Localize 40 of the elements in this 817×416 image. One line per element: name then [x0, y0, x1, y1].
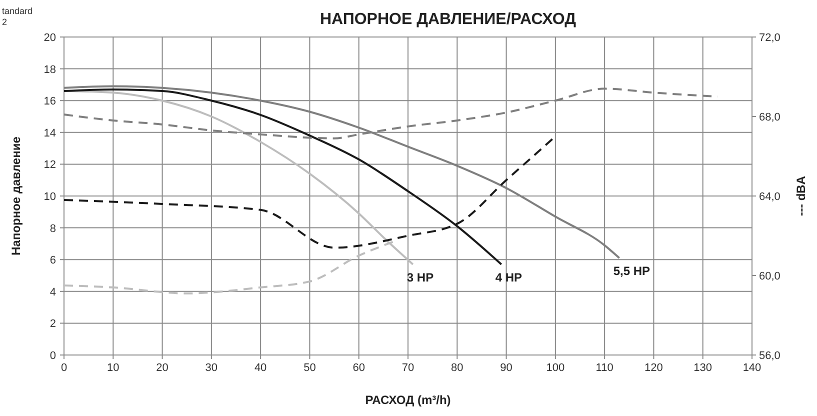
x-tick-label: 50 — [304, 362, 316, 374]
x-tick-label: 30 — [205, 362, 218, 374]
y-tick-label: 18 — [44, 64, 56, 76]
x-tick-label: 140 — [742, 362, 762, 374]
x-tick-label: 10 — [107, 362, 120, 374]
y-tick-label: 12 — [44, 159, 56, 172]
x-tick-label: 20 — [156, 362, 168, 374]
x-tick-label: 80 — [451, 362, 464, 374]
y-tick-label: 8 — [50, 222, 56, 235]
x-tick-label: 100 — [546, 362, 565, 374]
x-tick-label: 60 — [352, 362, 365, 374]
y-tick-label: 2 — [50, 318, 56, 330]
y-tick-label: 6 — [50, 254, 56, 267]
series-label: 4 HP — [495, 270, 522, 284]
y-tick-label: 14 — [44, 127, 56, 140]
y-tick-label: 20 — [44, 32, 56, 44]
y-tick-label: 10 — [44, 191, 56, 203]
x-axis-title: РАСХОД (m³/h) — [365, 393, 451, 407]
series-label: 5,5 HP — [613, 264, 650, 278]
y-axis-title: Напорное давление — [9, 136, 23, 256]
y2-tick-label: 60,0 — [759, 270, 780, 282]
text: 2 — [2, 17, 8, 27]
y2-tick-label: 56,0 — [759, 350, 780, 362]
x-tick-label: 90 — [500, 362, 512, 374]
y-tick-label: 0 — [50, 350, 56, 362]
chart-title: НАПОРНОЕ ДАВЛЕНИЕ/РАСХОД — [320, 11, 577, 28]
series-label: 3 HP — [406, 270, 434, 284]
y2-tick-label: 68,0 — [759, 112, 780, 124]
x-tick-label: 70 — [402, 362, 414, 374]
y-tick-label: 4 — [50, 286, 56, 298]
x-tick-label: 0 — [60, 362, 68, 374]
y2-tick-label: 64,0 — [759, 191, 780, 203]
x-tick-label: 130 — [694, 362, 712, 374]
x-tick-label: 120 — [644, 362, 663, 374]
y2-axis-title: --- dBA — [794, 176, 808, 216]
y-tick-label: 16 — [44, 96, 56, 108]
text: tandard — [2, 6, 33, 16]
x-tick-label: 110 — [596, 362, 614, 374]
x-tick-label: 40 — [254, 362, 267, 374]
y2-tick-label: 72,0 — [759, 32, 780, 44]
